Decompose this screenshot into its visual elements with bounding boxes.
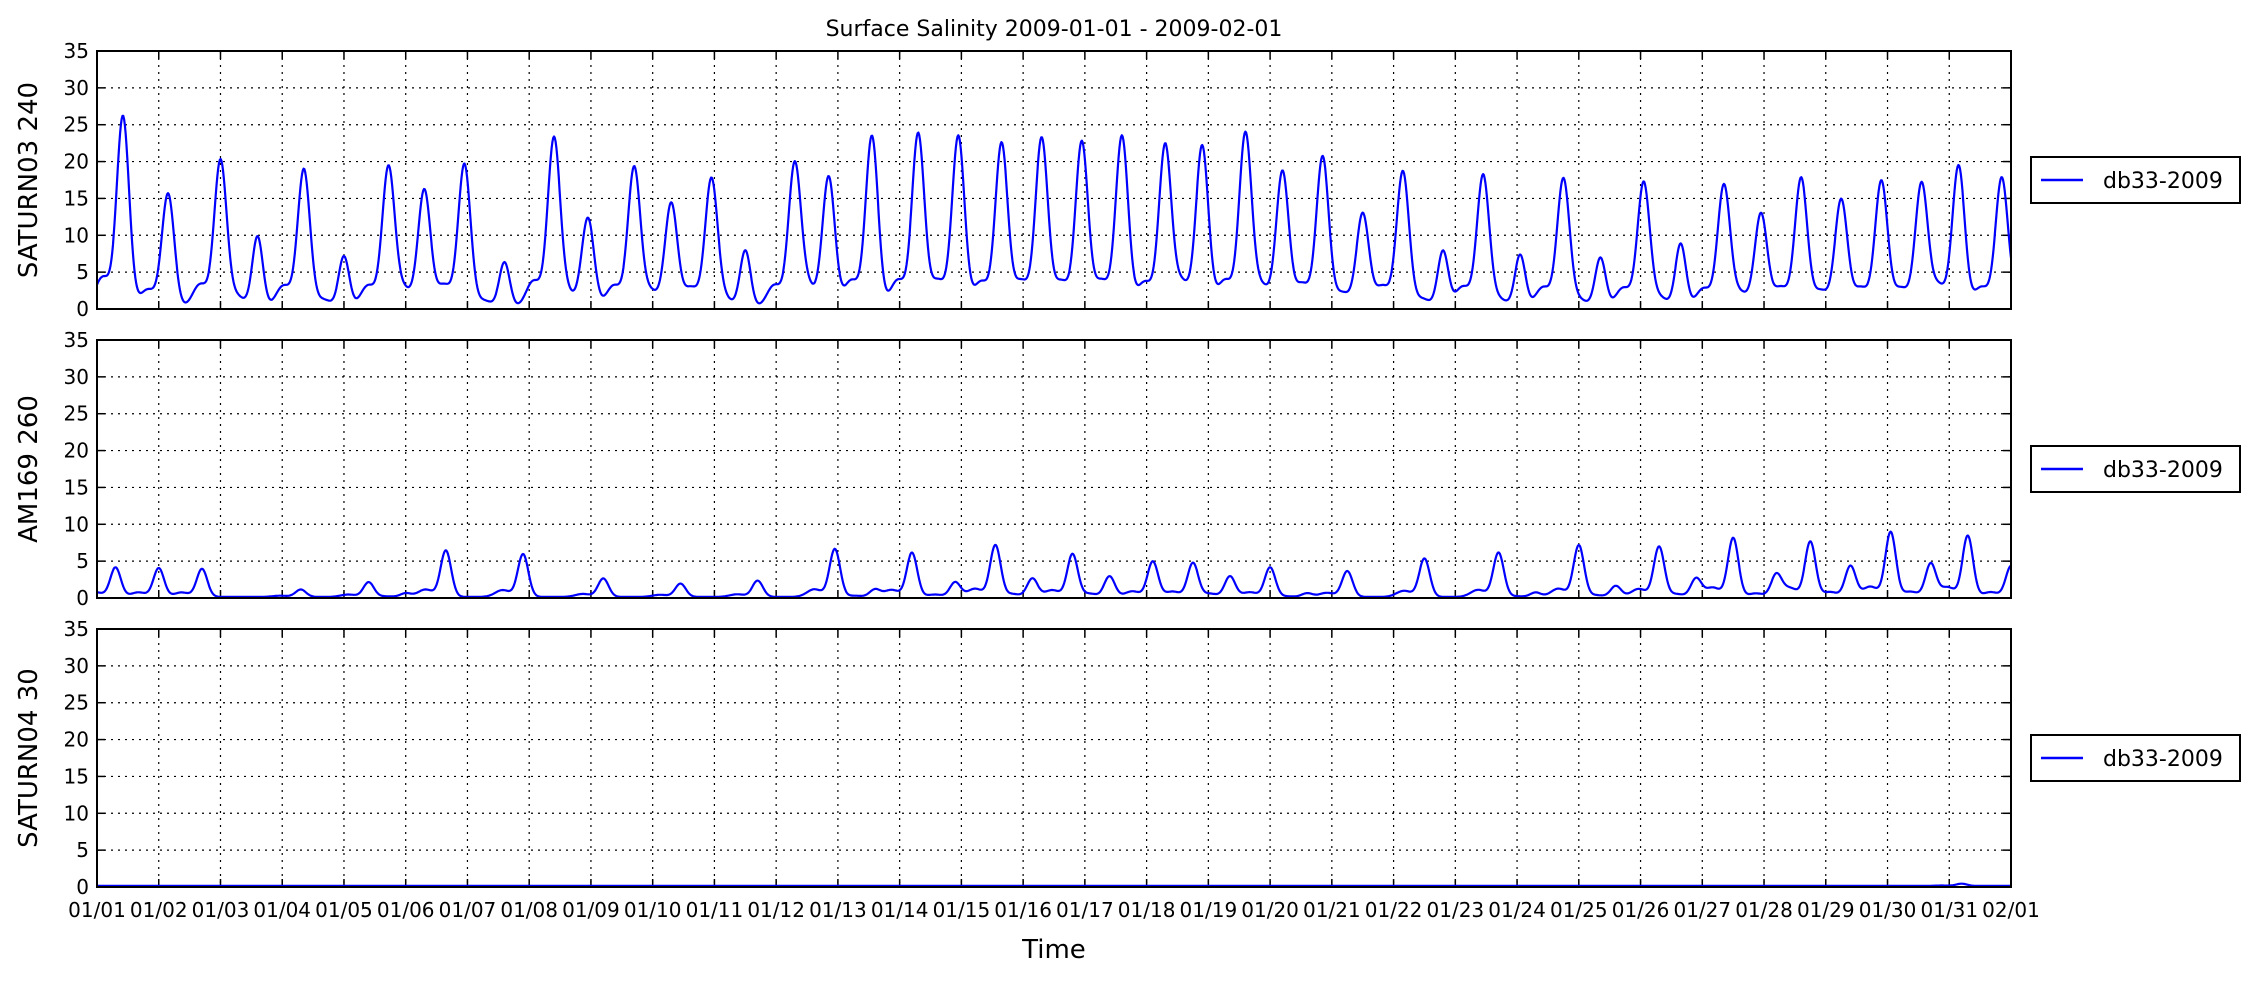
series-line [96,530,2012,599]
series-line [95,114,2013,305]
plot-frame [96,628,2012,888]
y-tick-label: 35 [64,39,89,63]
chart-title: Surface Salinity 2009-01-01 - 2009-02-01 [826,17,1283,42]
x-tick-label: 01/17 [1056,898,1114,922]
y-tick-label: 0 [76,297,89,321]
x-tick-label: 01/03 [192,898,250,922]
x-tick-label: 01/30 [1859,898,1917,922]
x-tick-label: 01/14 [871,898,929,922]
x-tick-label: 01/09 [562,898,620,922]
y-tick-label: 30 [64,654,89,678]
y-tick-label: 15 [64,186,89,210]
y-tick-label: 25 [64,691,89,715]
y-tick-label: 0 [76,586,89,610]
legend-label: db33-2009 [2103,458,2223,483]
x-tick-label: 01/13 [809,898,867,922]
x-tick-label: 01/19 [1180,898,1238,922]
x-tick-label: 01/29 [1797,898,1855,922]
panel-3: 0 5 10 15 20 25 30 35 SATURN04 30 db33-2009 [14,617,2241,899]
y-tick-label: 5 [76,260,89,284]
x-axis-label: Time [1021,935,1086,965]
x-tick-label: 01/06 [377,898,435,922]
y-tick-label: 10 [64,801,89,825]
x-tick-label: 01/08 [500,898,558,922]
y-tick-label: 10 [64,512,89,536]
x-tick-label: 01/15 [933,898,991,922]
x-tick-label: 01/28 [1735,898,1793,922]
x-tick-label: 01/27 [1673,898,1731,922]
y-tick-label: 35 [64,328,89,352]
x-tick-label: 01/22 [1365,898,1423,922]
y-axis-label: SATURN03 240 [14,82,44,278]
y-tick-label: 30 [64,76,89,100]
x-tick-label: 02/01 [1982,898,2040,922]
chart-panels: 0 5 10 15 20 25 30 35 SATURN03 240 db33-2009 0 5 10 1… [14,39,2241,922]
y-tick-label: 20 [64,728,89,752]
y-tick-label: 25 [64,113,89,137]
x-tick-label: 01/07 [439,898,497,922]
x-tick-label: 01/04 [253,898,311,922]
x-tick-label: 01/20 [1241,898,1299,922]
x-tick-label: 01/24 [1488,898,1546,922]
x-tick-label: 01/21 [1303,898,1361,922]
y-tick-label: 25 [64,402,89,426]
panel-1: 0 5 10 15 20 25 30 35 SATURN03 240 db33-2009 [14,39,2241,321]
y-tick-label: 20 [64,150,89,174]
y-tick-label: 20 [64,439,89,463]
x-tick-label: 01/18 [1118,898,1176,922]
legend-label: db33-2009 [2103,169,2223,194]
x-tick-label: 01/05 [315,898,373,922]
x-tick-label: 01/01 [68,898,126,922]
y-tick-label: 35 [64,617,89,641]
x-tick-label: 01/16 [994,898,1052,922]
legend-box [2030,445,2241,493]
series-line [96,882,2012,888]
x-tick-label: 01/12 [747,898,805,922]
x-tick-label: 01/26 [1612,898,1670,922]
x-tick-label: 01/11 [686,898,744,922]
y-tick-label: 15 [64,475,89,499]
x-tick-label: 01/23 [1427,898,1485,922]
plot-frame [96,339,2012,599]
x-tick-label: 01/10 [624,898,682,922]
x-tick-label: 01/02 [130,898,188,922]
legend-label: db33-2009 [2103,747,2223,772]
y-axis-label: SATURN04 30 [14,668,44,848]
y-tick-label: 0 [76,875,89,899]
x-tick-label: 01/25 [1550,898,1608,922]
y-tick-label: 5 [76,838,89,862]
y-tick-label: 5 [76,549,89,573]
y-tick-label: 15 [64,764,89,788]
panel-2: 0 5 10 15 20 25 30 35 AM169 260 db33-2009 [14,328,2241,610]
x-tick-label: 01/31 [1920,898,1978,922]
y-tick-label: 10 [64,223,89,247]
plot-frame [96,50,2012,310]
y-tick-label: 30 [64,365,89,389]
y-axis-label: AM169 260 [14,395,44,543]
